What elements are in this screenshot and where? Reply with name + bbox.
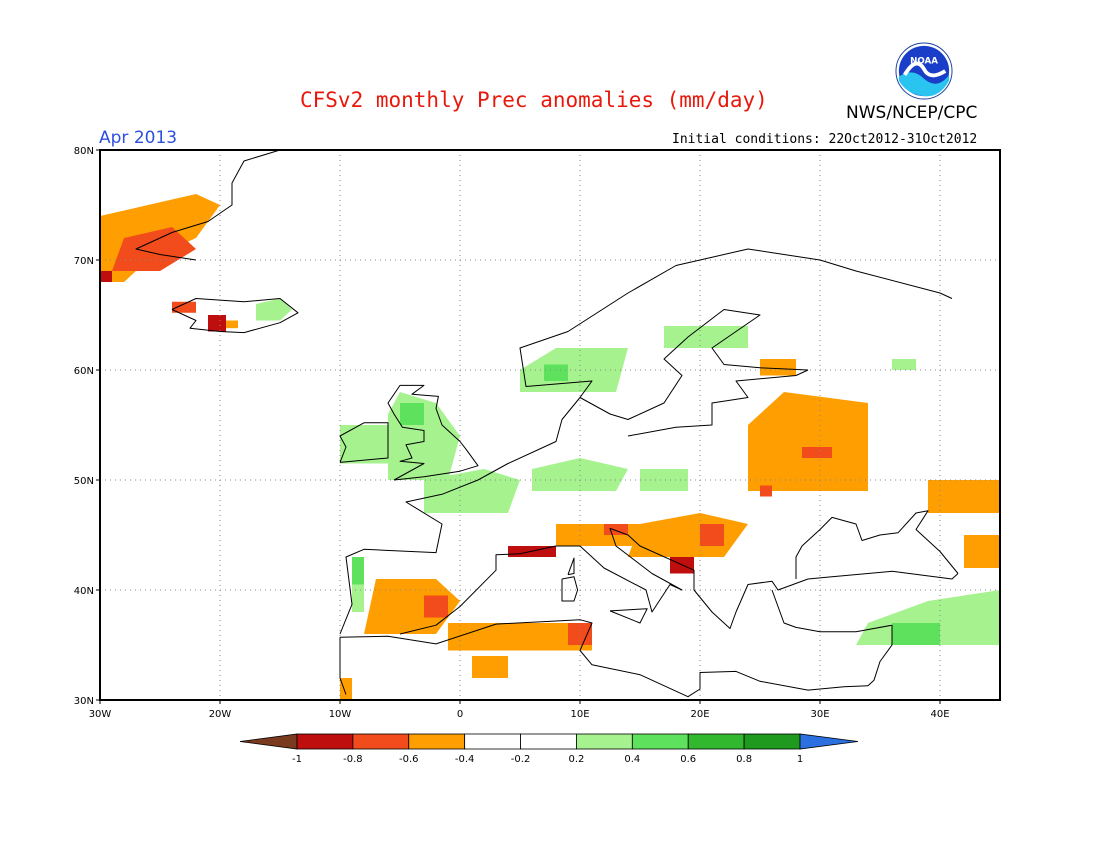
anomaly-patch [700,524,724,546]
anomaly-patch [892,623,940,645]
forecast-month: Apr 2013 [99,128,178,148]
colorbar-label: -1 [292,754,302,765]
colorbar-segment [464,733,521,750]
coastlines [135,150,959,698]
colorbar-label: -0.2 [511,754,531,765]
latitude-labels: 80N 70N 60N 50N 40N 30N [74,146,100,707]
anomaly-patch [604,524,628,535]
colorbar: -1 -0.8 -0.6 -0.4 -0.2 0.2 0.4 0.6 0.8 1 [239,733,859,765]
coastline [339,619,869,698]
lon-tick-label: 0 [457,709,463,720]
colorbar-segment [631,733,689,750]
anomaly-patch [256,298,292,321]
gridlines [100,150,1000,700]
colorbar-segment [576,733,633,750]
anomaly-patch [340,678,352,700]
colorbar-label: -0.8 [343,754,363,765]
colorbar-label: 0.2 [568,754,584,765]
anomaly-patch [226,320,238,329]
anomaly-patch [802,447,832,458]
coastline [387,384,479,481]
anomaly-patch [208,315,226,332]
agency-label: NWS/NCEP/CPC [846,103,978,123]
svg-text:NOAA: NOAA [910,56,938,66]
anomaly-patch [964,535,1000,568]
anomaly-patch [640,469,688,491]
anomaly-patch [424,595,448,618]
coastline [609,608,648,624]
coastline [339,248,953,635]
colorbar-label: 1 [797,754,803,765]
lon-tick-label: 30E [810,709,829,720]
colorbar-min-arrow [239,733,298,750]
colorbar-segment [520,733,577,750]
anomaly-patch [760,485,772,497]
colorbar-segment [352,733,410,750]
lat-tick-label: 50N [74,476,94,487]
coastline [561,576,579,602]
anomaly-patch [532,458,628,491]
lat-tick-label: 40N [74,586,94,597]
map-frame [99,149,1001,701]
colorbar-label: -0.4 [455,754,475,765]
lon-tick-label: 20W [209,709,232,720]
lat-tick-label: 60N [74,366,94,377]
anomaly-patch [892,359,916,370]
anomaly-patch [760,359,796,376]
anomaly-patch [544,364,568,381]
anomaly-patch [352,557,364,585]
colorbar-max-arrow [799,733,859,750]
anomaly-patch [100,271,112,282]
anomaly-patch [400,403,424,425]
anomaly-patch [628,513,748,557]
coastline [771,589,893,687]
colorbar-label: 0.6 [680,754,696,765]
coastline [399,527,809,635]
lat-tick-label: 70N [74,256,94,267]
anomaly-patch [172,301,196,313]
anomaly-patch [340,425,388,464]
colorbar-label: 0.8 [736,754,752,765]
anomaly-patch [568,623,592,645]
anomaly-patch [748,392,868,491]
colorbar-segment [743,733,801,750]
anomaly-patch [448,623,592,651]
anomaly-shading [100,194,1000,700]
coastline [135,150,281,261]
coastline [339,637,347,695]
coastline [807,570,959,580]
anomaly-patch [928,480,1000,513]
initial-conditions: Initial conditions: 22Oct2012-31Oct2012 [672,132,978,147]
lat-tick-label: 80N [74,146,94,157]
colorbar-segment [296,733,354,750]
coastline [627,369,809,437]
colorbar-segment [687,733,745,750]
coastline [339,422,389,463]
colorbar-label: 0.4 [624,754,640,765]
lon-tick-label: 40E [930,709,949,720]
coastline [795,510,959,579]
longitude-labels: 30W 20W 10W 0 10E 20E 30E 40E [89,700,950,720]
anomaly-patch [352,584,364,612]
coastline [567,557,575,576]
noaa-logo: NOAA [895,42,953,100]
lon-tick-label: 20E [690,709,709,720]
map-title: CFSv2 monthly Prec anomalies (mm/day) [300,88,768,112]
anomaly-patch [664,326,748,348]
coastline [579,309,809,420]
lon-tick-label: 10W [329,709,352,720]
colorbar-segment [408,733,466,750]
anomaly-patch [472,656,508,678]
anomaly-patch [364,579,460,634]
colorbar-label: -0.6 [399,754,419,765]
lon-tick-label: 30W [89,709,112,720]
lat-tick-label: 30N [74,696,94,707]
coastline [171,298,299,334]
lon-tick-label: 10E [570,709,589,720]
